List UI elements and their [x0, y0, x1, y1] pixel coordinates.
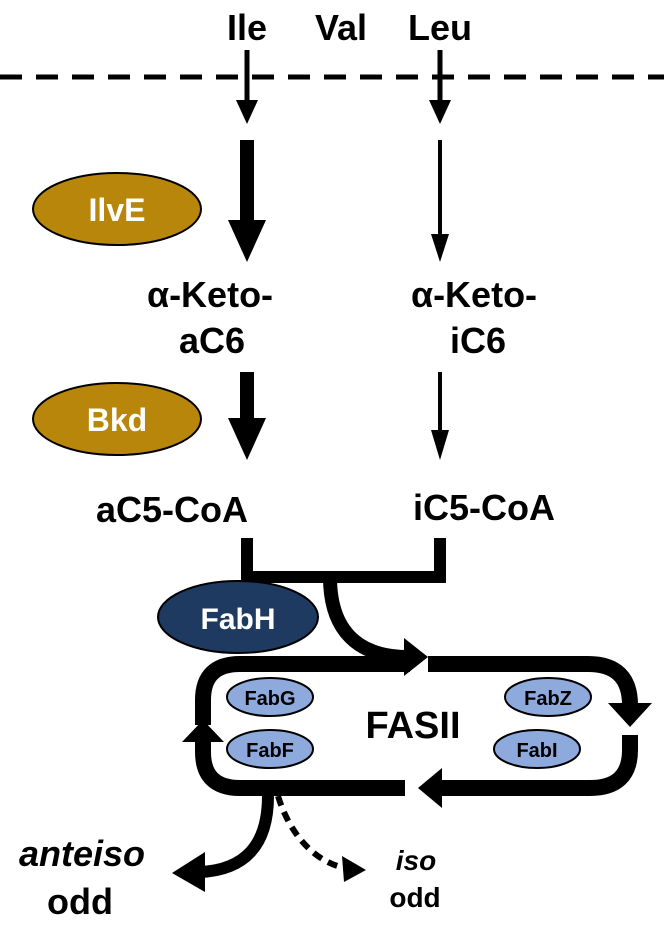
fabh-enzyme: FabH — [157, 580, 319, 654]
fasii-top-right-segment — [428, 656, 638, 706]
fasii-right-arrowhead — [608, 703, 652, 727]
fabf-label: FabF — [246, 740, 294, 762]
keto-ic6-line2: iC6 — [450, 320, 506, 361]
ilve-label: IlvE — [89, 192, 146, 228]
ile-uptake-arrow — [236, 50, 258, 124]
ilve-enzyme: IlvE — [32, 172, 202, 246]
keto-ac6-line1: α-Keto- — [147, 274, 273, 315]
ile-label: Ile — [227, 7, 267, 48]
fasii-cycle — [182, 656, 652, 808]
iso-label: iso — [396, 845, 436, 876]
anteiso-label: anteiso — [19, 833, 145, 874]
ilve-step-arrow-left — [228, 140, 266, 262]
fasii-left-arrowhead — [182, 720, 224, 742]
leu-label: Leu — [408, 7, 472, 48]
keto-ac6-line2: aC6 — [179, 320, 245, 361]
iso-product-arrow — [275, 795, 366, 882]
fabz-enzyme: FabZ — [504, 677, 592, 717]
keto-ic6-line1: α-Keto- — [411, 274, 537, 315]
fabg-enzyme: FabG — [226, 677, 314, 717]
fabi-label: FabI — [516, 740, 557, 762]
anteiso-product-arrow — [172, 795, 274, 892]
leu-uptake-arrow — [429, 50, 451, 124]
bkd-enzyme: Bkd — [32, 382, 202, 456]
coa-merge-bracket — [241, 538, 446, 583]
fasii-bottom-left-segment — [195, 742, 405, 796]
bkd-step-arrow-right — [431, 372, 449, 460]
ilve-step-arrow-right — [431, 140, 449, 262]
fabh-label: FabH — [201, 603, 276, 636]
ic5-coa-label: iC5-CoA — [413, 487, 555, 528]
iso-odd-label: odd — [389, 882, 440, 913]
bkd-label: Bkd — [87, 402, 147, 438]
fasii-bottom-right-segment — [440, 735, 638, 796]
fabg-label: FabG — [244, 688, 295, 710]
ac5-coa-label: aC5-CoA — [96, 489, 248, 530]
val-label: Val — [315, 7, 367, 48]
fasii-label: FASII — [365, 705, 460, 747]
fabi-enzyme: FabI — [493, 729, 581, 769]
anteiso-odd-label: odd — [47, 881, 113, 922]
fasii-bottom-arrowhead — [418, 768, 442, 808]
fasii-top-left-segment — [195, 656, 410, 725]
fabz-label: FabZ — [524, 688, 572, 710]
fabf-enzyme: FabF — [226, 729, 314, 769]
bkd-step-arrow-left — [228, 372, 266, 460]
